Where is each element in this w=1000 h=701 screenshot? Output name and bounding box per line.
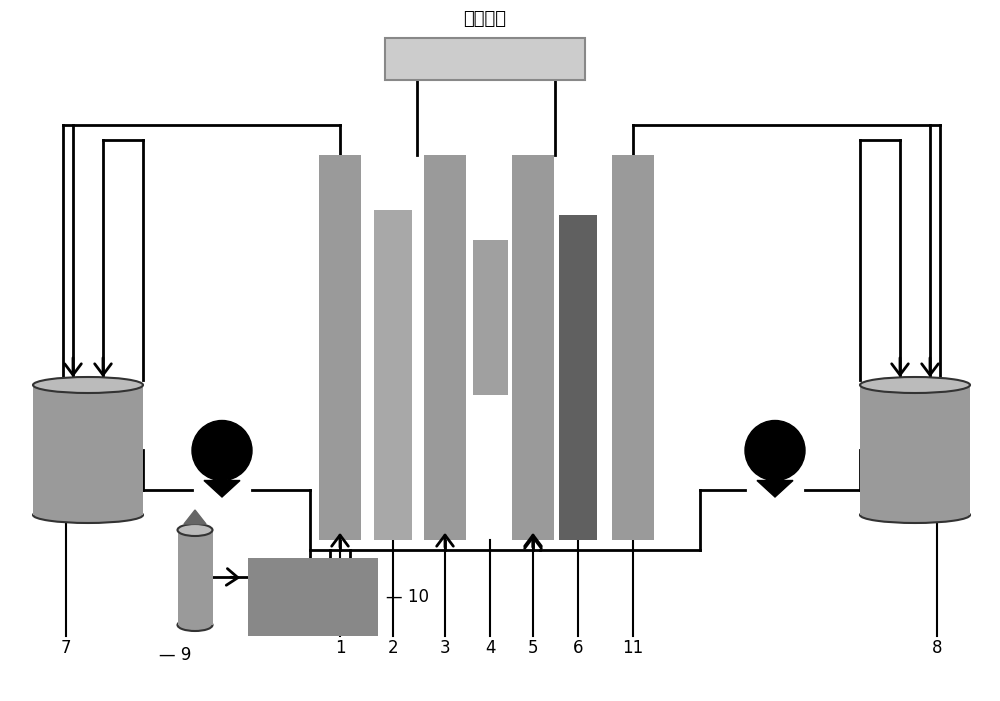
Bar [860,385,970,515]
Bar [612,155,654,540]
Text: 3: 3 [440,639,450,657]
Text: 5: 5 [528,639,538,657]
Bar [33,385,143,515]
Bar [33,385,143,515]
Bar [424,155,466,540]
Bar [178,530,212,625]
Ellipse shape [33,507,143,523]
Text: 2: 2 [388,639,398,657]
Bar [385,38,585,80]
Text: 11: 11 [622,639,644,657]
Bar [559,215,597,540]
Text: 1: 1 [335,639,345,657]
Bar [374,210,412,540]
Text: 导线连接: 导线连接 [464,10,507,28]
Bar [178,530,212,625]
Ellipse shape [178,619,212,631]
Polygon shape [184,510,206,524]
Bar [319,155,361,540]
Ellipse shape [33,377,143,393]
Text: 4: 4 [485,639,495,657]
Ellipse shape [860,377,970,393]
Ellipse shape [860,507,970,523]
Polygon shape [204,480,240,497]
Circle shape [745,421,805,480]
Text: 7: 7 [61,639,71,657]
Bar [248,558,378,636]
Bar [860,385,970,515]
Text: — 10: — 10 [386,588,429,606]
Bar [512,155,554,540]
Text: 8: 8 [932,639,942,657]
Text: 6: 6 [573,639,583,657]
Bar [473,240,508,395]
Text: — 9: — 9 [159,646,191,664]
Ellipse shape [178,524,212,536]
Circle shape [192,421,252,480]
Polygon shape [757,480,793,497]
